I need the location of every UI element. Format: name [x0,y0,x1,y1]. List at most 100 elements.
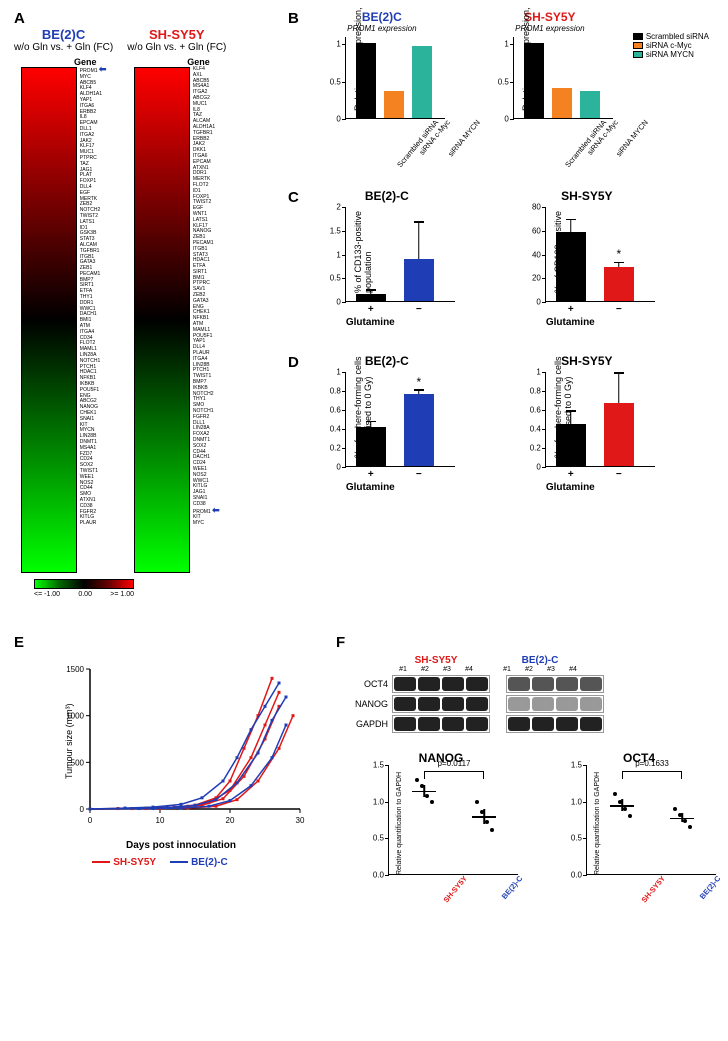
data-point [425,794,429,798]
ytick-label: 0.8 [530,387,546,396]
lane-set [506,695,604,713]
blot-band [580,717,602,731]
data-point [415,778,419,782]
arrow-icon: ⬅ [212,505,220,515]
data-point [613,792,617,796]
data-point [475,800,479,804]
ytick-label: 0.5 [330,77,346,86]
lane-number: #3 [540,666,562,673]
blot-band [418,717,440,731]
lane-set [506,675,604,693]
ytick-label: 0 [536,463,545,472]
ytick-label: 0.6 [330,406,346,415]
arrow-icon: ⬅ [99,64,107,74]
svg-text:10: 10 [156,816,165,825]
xtick-label: + [568,469,574,480]
blot-band [532,697,554,711]
ytick-label: 0.6 [530,406,546,415]
ytick-label: 0 [336,463,345,472]
bar [384,91,404,118]
xtick-label: − [616,469,622,480]
heatmap-title: BE(2)C [42,27,85,42]
ytick-label: 1.5 [373,761,389,770]
gene-label: MYC [193,521,220,527]
ytick-label: 1.0 [571,797,587,806]
panel-f: F SH-SY5Y#1#2#3#4BE(2)-C#1#2#3#4OCT4NANO… [336,634,724,915]
svg-text:30: 30 [296,816,305,825]
plot-area: 0.00.51.01.5SH-SY5YBE(2)-Cp=0.0117 [388,765,518,875]
panel-e-xlabel: Days post innoculation [56,840,306,851]
blot-row: NANOG [346,695,724,713]
x-axis-label: Glutamine [346,482,395,493]
lane-number: #4 [562,666,584,673]
bar-chart: SH-SY5Y% of sphere-forming cells (normal… [507,354,667,497]
figure-root: A BE(2)C w/o Gln vs. + Gln (FC)GenePROM1… [0,0,728,925]
xtick-label: + [568,304,574,315]
significance-star: * [617,247,622,261]
bar-chart: BE(2)-C% of sphere-forming cells (normal… [307,354,467,497]
bar [356,427,386,466]
lane-number: #4 [458,666,480,673]
p-value: p=0.0117 [438,759,471,768]
plot-area: 00.20.40.60.81+−Glutamine [545,372,655,467]
blot-header: SH-SY5Y#1#2#3#4BE(2)-C#1#2#3#4 [346,655,724,673]
chart-subtitle: PROM1 expression [307,24,457,33]
ytick-label: 0.4 [530,425,546,434]
svg-text:20: 20 [226,816,235,825]
xtick-label: + [368,469,374,480]
ytick-label: 0.4 [330,425,346,434]
ytick-label: 1.0 [373,797,389,806]
dot-chart: NANOGRelative quantification to GAPDH0.0… [356,751,526,915]
blot-group-title: BE(2)-C [496,655,584,666]
legend-item: siRNA c-Myc [633,41,709,50]
blot-band [442,717,464,731]
lane-set [392,715,490,733]
panel-e-label: E [14,634,306,651]
xtick-label: BE(2)-C [698,874,723,901]
blot-band [394,677,416,691]
plot-area: 00.20.40.60.81+*−Glutamine [345,372,455,467]
xtick-label: − [416,304,422,315]
blot-band [418,697,440,711]
blot-band [508,717,530,731]
ytick-label: 0.5 [498,77,514,86]
blot-band [532,717,554,731]
ytick-label: 2 [336,203,345,212]
heatmap-title: SH-SY5Y [149,27,205,42]
gene-list: PROM1 ⬅MYCABCB5KLF4ALDH1A1YAP1ITGA6ERBB2… [77,67,107,573]
legend-min: <= -1.00 [34,591,60,598]
ytick-label: 0 [504,115,513,124]
panel-b-legend: Scrambled siRNAsiRNA c-MycsiRNA MYCN [633,32,709,59]
panel-e-ylabel: Tumour size (mm³) [64,703,74,779]
data-point [683,819,687,823]
heatmap-subtitle: w/o Gln vs. + Gln (FC) [127,42,226,53]
panel-b: B BE(2)CPROM1 expressionRelative gene ex… [288,10,714,167]
blot-band [532,677,554,691]
blot-band [466,697,488,711]
lane-set [392,675,490,693]
lane-number: #1 [496,666,518,673]
data-point [430,800,434,804]
blot-row-label: GAPDH [346,719,388,729]
ytick-label: 1 [336,40,345,49]
lane-number: #2 [518,666,540,673]
heatmap-col2: SH-SY5Y w/o Gln vs. + Gln (FC)GeneKLF4AX… [127,27,226,573]
plot-area: 0.00.51.01.5SH-SY5YBE(2)-Cp=0.1633 [586,765,716,875]
panel-d: D BE(2)-C% of sphere-forming cells (norm… [288,354,714,497]
blot-band [580,677,602,691]
blot-band [580,697,602,711]
xtick-label: BE(2)-C [500,874,525,901]
x-axis-label: Glutamine [546,317,595,328]
blot-row: OCT4 [346,675,724,693]
legend-item: Scrambled siRNA [633,32,709,41]
chart-title: SH-SY5Y [507,354,667,368]
legend-item: BE(2)-C [170,857,228,868]
x-axis-label: Glutamine [546,482,595,493]
data-point [673,807,677,811]
lane-number: #2 [414,666,436,673]
blot-band [556,717,578,731]
bar [552,88,572,118]
svg-text:0: 0 [80,805,85,814]
bar [404,394,434,466]
blot-band [466,717,488,731]
